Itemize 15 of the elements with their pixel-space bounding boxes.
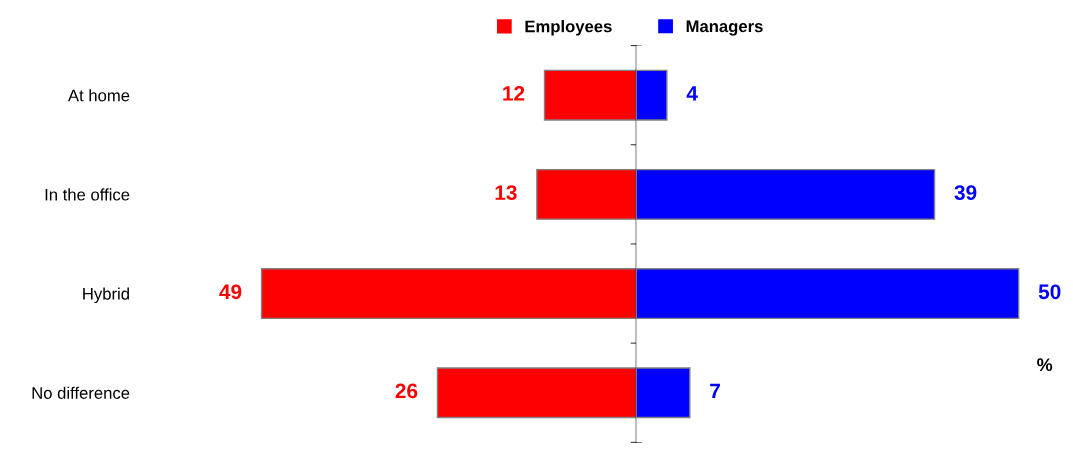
text: % xyxy=(1037,358,1053,372)
legend-label: Managers xyxy=(686,20,763,36)
data-label: 39 xyxy=(954,185,977,200)
data-label: 49 xyxy=(219,284,242,300)
data-label: 26 xyxy=(395,383,418,399)
y-tick-label: Hybrid xyxy=(83,287,129,304)
y-tick-label: No difference xyxy=(32,386,130,399)
data-label: 13 xyxy=(495,185,517,200)
y-tick-label: In the office xyxy=(45,188,130,201)
legend-label: Employees xyxy=(525,20,612,36)
data-label: 50 xyxy=(1038,284,1061,300)
data-label: 12 xyxy=(503,86,525,101)
y-tick-label: At home xyxy=(67,89,130,102)
data-label: 7 xyxy=(710,383,720,399)
data-label: 4 xyxy=(686,86,698,101)
